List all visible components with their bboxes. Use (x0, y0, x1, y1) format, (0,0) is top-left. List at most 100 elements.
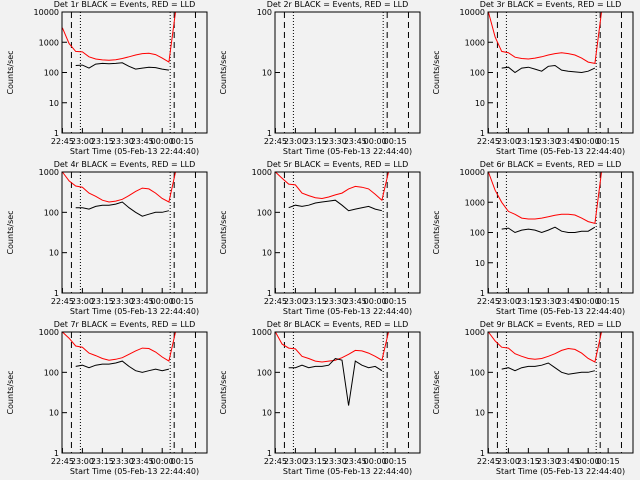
y-tick-label: 1 (54, 289, 59, 298)
x-tick-label: 00:15 (597, 137, 620, 146)
y-tick-label: 100 (44, 368, 59, 377)
series-line (274, 331, 389, 363)
y-axis-label: Counts/sec (6, 50, 15, 94)
x-tick-label: 23:00 (497, 457, 520, 466)
series-line (62, 331, 176, 362)
y-tick-label: 1000 (252, 328, 272, 337)
y-tick-label: 1000 (465, 198, 485, 207)
series-line (75, 201, 170, 217)
plot-frame (487, 171, 634, 294)
panel: Det 3r BLACK = Events, RED = LLD Counts/s… (432, 0, 634, 156)
y-axis-label: Counts/sec (219, 370, 228, 414)
y-tick-label: 10000 (460, 8, 485, 17)
y-axis-label: Counts/sec (432, 370, 441, 414)
x-axis-label: Start Time (05-Feb-13 22:44:40) (496, 147, 625, 156)
x-tick-label: 23:30 (324, 457, 347, 466)
chart-title: Det 9r BLACK = Events, RED = LLD (480, 320, 622, 329)
x-tick-label: 00:15 (597, 297, 620, 306)
x-tick-label: 23:30 (111, 457, 134, 466)
x-tick-label: 23:30 (537, 297, 560, 306)
x-tick-label: 00:00 (364, 137, 387, 146)
panel: Det 9r BLACK = Events, RED = LLD Counts/s… (432, 320, 634, 476)
x-axis-label: Start Time (05-Feb-13 22:44:40) (283, 307, 412, 316)
y-axis-label: Counts/sec (219, 210, 228, 254)
y-tick-label: 1 (267, 289, 272, 298)
x-axis-label: Start Time (05-Feb-13 22:44:40) (70, 467, 199, 476)
plot-frame (274, 331, 421, 454)
y-tick-label: 100 (44, 208, 59, 217)
y-tick-label: 10 (262, 249, 272, 258)
x-tick-label: 22:45 (477, 297, 500, 306)
x-tick-label: 23:30 (111, 137, 134, 146)
x-tick-label: 23:00 (71, 137, 94, 146)
x-axis-label: Start Time (05-Feb-13 22:44:40) (496, 307, 625, 316)
x-tick-label: 23:15 (91, 137, 114, 146)
y-tick-label: 10000 (34, 8, 59, 17)
x-tick-label: 23:00 (497, 297, 520, 306)
x-axis-label: Start Time (05-Feb-13 22:44:40) (283, 467, 412, 476)
y-tick-label: 100 (257, 208, 272, 217)
x-tick-label: 00:15 (384, 297, 407, 306)
chart-title: Det 8r BLACK = Events, RED = LLD (267, 320, 409, 329)
series-line (488, 331, 602, 363)
x-tick-label: 22:45 (51, 137, 74, 146)
y-axis-label: Counts/sec (6, 370, 15, 414)
x-tick-label: 23:00 (284, 297, 307, 306)
x-tick-label: 23:00 (497, 137, 520, 146)
plot-frame (61, 171, 208, 294)
x-tick-label: 00:00 (364, 297, 387, 306)
x-tick-label: 00:00 (577, 297, 600, 306)
x-tick-label: 23:00 (71, 457, 94, 466)
chart-title: Det 1r BLACK = Events, RED = LLD (54, 0, 196, 9)
y-tick-label: 1 (480, 289, 485, 298)
x-tick-label: 00:00 (151, 297, 174, 306)
y-tick-label: 10 (49, 249, 59, 258)
x-tick-label: 00:00 (577, 457, 600, 466)
series-line (501, 64, 596, 74)
x-tick-label: 22:45 (264, 297, 287, 306)
panel: Det 5r BLACK = Events, RED = LLD Counts/s… (219, 160, 421, 316)
y-tick-label: 1 (480, 449, 485, 458)
x-tick-label: 23:45 (557, 137, 580, 146)
x-tick-label: 22:45 (51, 297, 74, 306)
x-tick-label: 00:15 (597, 457, 620, 466)
panel: Det 8r BLACK = Events, RED = LLD Counts/s… (219, 320, 421, 476)
x-tick-label: 23:45 (344, 137, 367, 146)
y-tick-label: 10 (475, 259, 485, 268)
chart-title: Det 2r BLACK = Events, RED = LLD (267, 0, 409, 9)
x-tick-label: 23:45 (557, 297, 580, 306)
series-line (62, 171, 176, 203)
plot-frame (274, 171, 421, 294)
y-tick-label: 100 (470, 69, 485, 78)
y-tick-label: 1000 (39, 38, 59, 47)
chart-title: Det 3r BLACK = Events, RED = LLD (480, 0, 622, 9)
x-axis-label: Start Time (05-Feb-13 22:44:40) (496, 467, 625, 476)
x-axis-label: Start Time (05-Feb-13 22:44:40) (70, 147, 199, 156)
y-axis-label: Counts/sec (432, 210, 441, 254)
x-tick-label: 23:00 (284, 457, 307, 466)
plot-frame (487, 11, 634, 134)
series-line (487, 171, 602, 225)
x-tick-label: 00:15 (171, 457, 194, 466)
x-tick-label: 22:45 (264, 137, 287, 146)
x-tick-label: 23:15 (304, 457, 327, 466)
y-tick-label: 1000 (465, 328, 485, 337)
x-tick-label: 00:00 (577, 137, 600, 146)
plot-frame (61, 11, 208, 134)
y-tick-label: 100 (44, 69, 59, 78)
y-tick-label: 1 (267, 449, 272, 458)
x-tick-label: 00:15 (384, 137, 407, 146)
x-tick-label: 00:15 (171, 137, 194, 146)
y-tick-label: 1000 (39, 168, 59, 177)
y-tick-label: 100 (470, 368, 485, 377)
x-tick-label: 23:15 (517, 137, 540, 146)
y-tick-label: 1 (480, 129, 485, 138)
x-tick-label: 22:45 (477, 137, 500, 146)
x-tick-label: 23:45 (344, 297, 367, 306)
y-tick-label: 10000 (460, 168, 485, 177)
y-tick-label: 100 (257, 368, 272, 377)
chart-title: Det 4r BLACK = Events, RED = LLD (54, 160, 196, 169)
panel: Det 7r BLACK = Events, RED = LLD Counts/s… (6, 320, 208, 476)
